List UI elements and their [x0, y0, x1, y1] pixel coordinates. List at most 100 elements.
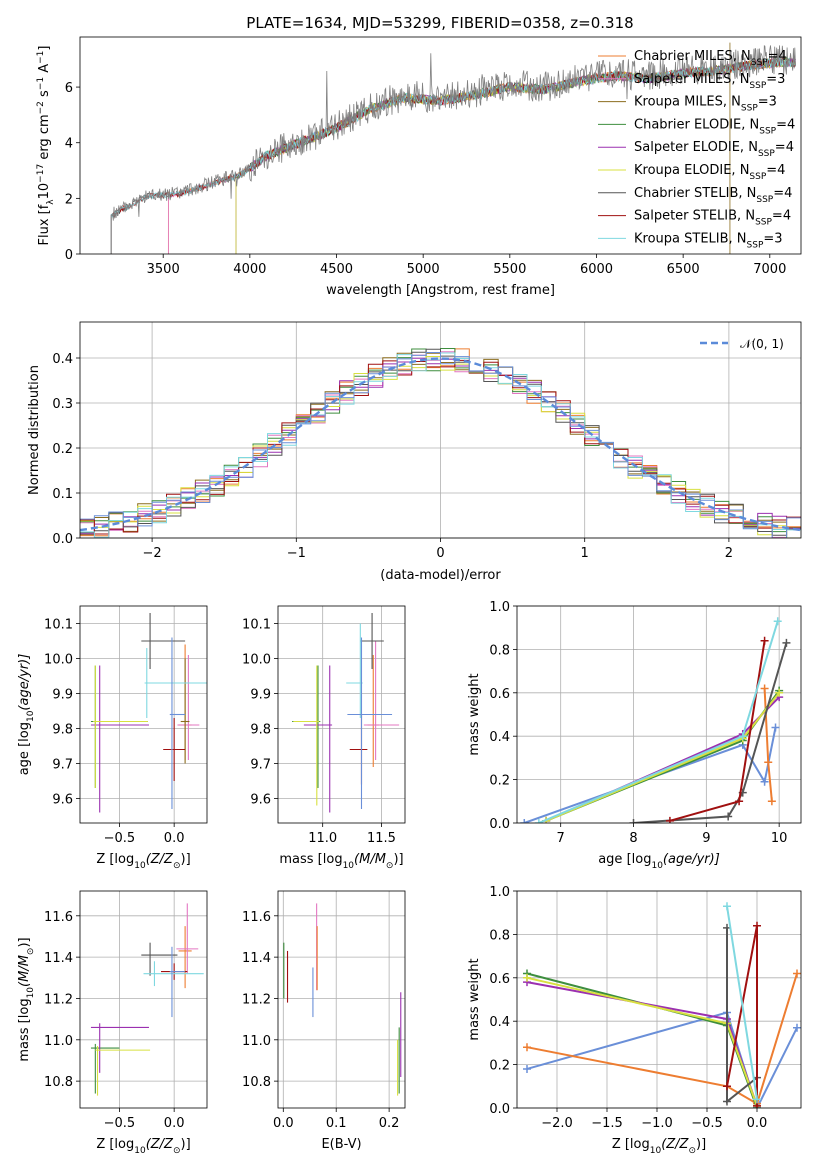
weight-point-marker — [723, 1097, 731, 1106]
label-part: Salpeter STELIB, — [634, 209, 745, 224]
label-part: (M/M — [354, 852, 386, 867]
axes-frame — [79, 890, 208, 1109]
label-part: SSP — [751, 58, 768, 68]
x-tick-label: 4000 — [233, 262, 266, 277]
x-tick-label: 9 — [702, 831, 710, 846]
age-vs-metallicity-panel: −0.5 0.09.69.79.89.910.010.1Z [log10(Z/Z⊙… — [17, 605, 208, 871]
y-tick-label: 0.2 — [489, 1059, 510, 1074]
y-tick-label: 11.2 — [242, 992, 271, 1007]
x-tick-label: −0.5 — [691, 1116, 723, 1131]
label-part: N — [750, 117, 760, 132]
x-axis-label: Z [log10(Z/Z⊙)] — [96, 1137, 190, 1156]
label-part: Salpeter MILES, — [634, 72, 740, 87]
label-part: −1 — [36, 51, 46, 64]
weight-point-marker — [534, 819, 543, 823]
y-tick-label: 9.8 — [250, 723, 271, 738]
label-part: =3 — [763, 231, 782, 246]
label-part: 10 — [37, 183, 52, 200]
legend-entry: Kroupa ELODIE, NSSP=4 — [634, 163, 785, 182]
weight-series-line — [526, 973, 798, 1106]
x-tick-label: −2.0 — [541, 1116, 573, 1131]
label-part: −17 — [36, 164, 46, 183]
y-axis-label: mass [log10(M/M⊙)] — [17, 937, 36, 1061]
label-part: Z [log — [612, 1137, 650, 1152]
label-part: Chabrier ELODIE, — [634, 117, 750, 132]
spectrum-panel: 3500 4000 4500 5000 5500 6000 6500 7000 0 2 4 6 wave… — [36, 36, 802, 298]
x-tick-label: 8 — [629, 831, 637, 846]
label-part: =4 — [776, 117, 795, 132]
label-part: Kroupa ELODIE, — [634, 163, 740, 178]
axes-frame — [277, 890, 406, 1109]
label-part: SSP — [756, 195, 773, 205]
x-axis-label: mass [log10(M/M⊙)] — [279, 852, 403, 871]
label-part: age [log — [598, 852, 651, 867]
weight-point-marker — [523, 973, 531, 982]
weight-point-marker — [793, 969, 801, 978]
weight-point-marker — [738, 732, 747, 741]
label-part: Salpeter ELODIE, — [634, 140, 748, 155]
weight-point-marker — [773, 617, 782, 626]
weight-point-marker — [767, 797, 776, 806]
label-part: SSP — [741, 104, 758, 114]
label-part: (age/yr)] — [17, 654, 32, 711]
x-axis-label: E(B-V) — [321, 1137, 361, 1152]
plot-area — [90, 903, 204, 1096]
weight-vs-metallicity-panel: −2.0 −1.5 −1.0 −0.5 0.0 0.0 0.2 0.4 0.6 0.8 1.0 Z [… — [467, 885, 802, 1156]
y-tick-label: 9.7 — [52, 758, 73, 773]
y-tick-label: 9.7 — [250, 758, 271, 773]
y-tick-label: 10.8 — [44, 1075, 73, 1090]
label-part: 10 — [343, 861, 355, 871]
weight-series-line — [669, 640, 766, 822]
y-tick-label: 11.6 — [44, 910, 73, 925]
x-tick-label: 11.5 — [367, 831, 396, 846]
label-part: N — [745, 209, 755, 224]
x-tick-label: −0.5 — [104, 1116, 136, 1131]
x-axis-label: (data-model)/error — [380, 568, 501, 583]
legend-entry: Kroupa MILES, NSSP=3 — [634, 95, 777, 114]
y-tick-label: 11.0 — [44, 1034, 73, 1049]
x-tick-label: 6500 — [667, 262, 700, 277]
figure-title: PLATE=1634, MJD=53299, FIBERID=0358, z=0… — [246, 14, 633, 32]
x-tick-label: 0.0 — [747, 1116, 768, 1131]
y-axis-label: mass weight — [467, 958, 482, 1040]
y-tick-label: 0.4 — [489, 730, 510, 745]
y-tick-label: 0.2 — [52, 442, 73, 457]
label-part: mass [log — [279, 852, 342, 867]
x-tick-label: 11.0 — [308, 831, 337, 846]
plot-area — [110, 42, 796, 254]
weight-series-line — [526, 976, 758, 1107]
legend-label: 𝒩(0, 1) — [740, 337, 784, 351]
y-tick-label: 2 — [65, 192, 73, 207]
y-axis-label: age [log10(age/yr)] — [17, 654, 36, 776]
plot-area — [283, 903, 402, 1096]
label-part: N — [737, 231, 747, 246]
label-part: A — [37, 64, 52, 77]
y-tick-label: 10.8 — [242, 1075, 271, 1090]
y-tick-label: 0.8 — [489, 643, 510, 658]
label-part: erg cm — [37, 114, 52, 163]
weight-point-marker — [665, 816, 674, 823]
x-tick-label: 5000 — [407, 262, 440, 277]
x-tick-label: 0.0 — [164, 831, 185, 846]
label-part: )] — [696, 1137, 706, 1152]
weight-point-marker — [523, 1064, 531, 1073]
x-tick-label: 2 — [725, 546, 733, 561]
label-part: (Z/Z — [146, 1137, 174, 1152]
label-part: mass [log — [17, 998, 32, 1061]
weight-series-line — [726, 906, 758, 1100]
label-part: Z [log — [96, 852, 134, 867]
weight-point-marker — [764, 758, 773, 767]
plot-area — [80, 348, 801, 538]
x-axis-label: wavelength [Angstrom, rest frame] — [326, 283, 555, 298]
y-tick-label: 11.4 — [242, 951, 271, 966]
y-tick-label: 6 — [65, 81, 73, 96]
label-part: (M/M — [17, 955, 32, 987]
weight-point-marker — [771, 723, 780, 732]
x-tick-label: 3500 — [147, 262, 180, 277]
legend-entry: Salpeter MILES, NSSP=3 — [634, 72, 785, 91]
x-axis-label: Z [log10(Z/Z⊙)] — [96, 852, 190, 871]
weight-point-marker — [793, 1023, 801, 1032]
y-tick-label: 0.2 — [489, 774, 510, 789]
